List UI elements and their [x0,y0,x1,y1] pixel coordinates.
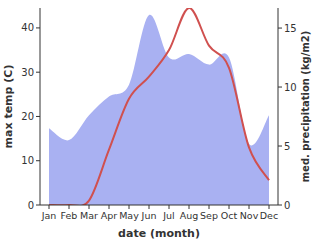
tick [278,146,282,147]
tick-label: 40 [21,22,34,33]
tick [209,205,210,209]
line [49,8,269,205]
tick-label: 0 [284,200,290,211]
tick-label: 10 [284,82,297,93]
tick [278,87,282,88]
tick-label: 0 [28,200,34,211]
axis-title: med. precipitation (kg/m2) [300,31,311,183]
tick-label: 15 [284,23,297,34]
x-axis [40,205,278,206]
tick-label: Jun [141,210,157,221]
tick-label: Dec [260,210,278,221]
tick [269,205,270,209]
tick [169,205,170,209]
axis-title: date (month) [118,227,200,240]
tick-label: Jan [41,210,57,221]
tick [149,205,150,209]
tick-label: Sep [200,210,218,221]
tick [36,205,40,206]
tick [36,116,40,117]
tick-label: 30 [21,67,34,78]
tick [249,205,250,209]
tick [36,27,40,28]
tick [36,72,40,73]
tick-label: Mar [80,210,98,221]
area [49,15,269,205]
tick-label: Oct [221,210,238,221]
plot-area [49,8,269,205]
tick [278,205,282,206]
tick [109,205,110,209]
tick [89,205,90,209]
tick-label: Jul [162,210,174,221]
tick [36,160,40,161]
tick [278,28,282,29]
tick [129,205,130,209]
tick [189,205,190,209]
y2-axis [278,8,279,205]
chart: 0 10 20 30 40 0 5 10 15 Jan FebMarAprMayJun Jul AugS… [0,0,318,243]
tick-label: Nov [240,210,259,221]
tick-label: Apr [101,210,118,221]
tick-label: 10 [21,155,34,166]
tick-label: Feb [61,210,78,221]
tick-label: May [119,210,139,221]
tick [229,205,230,209]
tick-label: 20 [21,111,34,122]
tick [49,205,50,209]
tick-label: 5 [284,141,290,152]
y-axis [40,8,41,205]
tick-label: Aug [180,210,199,221]
tick [69,205,70,209]
axis-title: max temp (C) [2,65,15,149]
